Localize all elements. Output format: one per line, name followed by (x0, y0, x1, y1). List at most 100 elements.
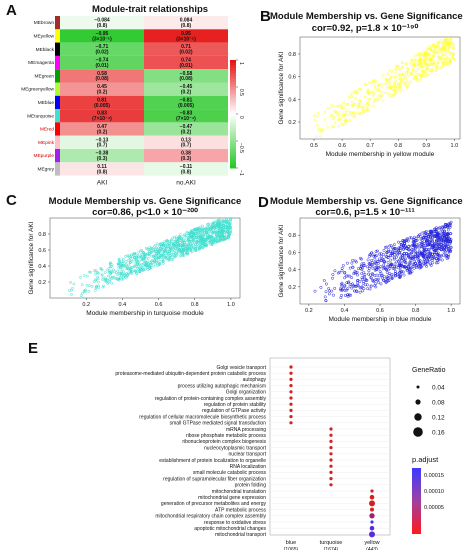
panel-d-point (395, 260, 399, 264)
panel-b-point (419, 75, 423, 79)
colorbar-segment (230, 62, 236, 66)
panel-b-point (417, 67, 421, 71)
panel-d-point (353, 289, 357, 293)
go-term-label: regulation of protein stability (204, 402, 267, 408)
panel-b-point (356, 106, 359, 109)
panel-b-point (443, 46, 447, 50)
panel-c-point (100, 273, 104, 277)
panel-d-point (394, 265, 398, 269)
panel-d-point (392, 256, 396, 260)
panel-label-d: D (258, 194, 269, 211)
panel-b-point (350, 104, 354, 107)
panel-c-point (100, 268, 104, 272)
panel-d-point (429, 263, 433, 267)
panel-b-point (437, 40, 441, 44)
panel-d-point (369, 284, 373, 288)
panel-b-point (445, 39, 449, 42)
panel-b-point (451, 46, 455, 49)
panel-d-point (423, 246, 427, 250)
panel-c-point (106, 282, 110, 285)
panel-d-point (366, 258, 370, 262)
colorbar-segment (230, 100, 236, 104)
panel-b-point (428, 53, 432, 57)
panel-d-point (447, 249, 451, 253)
panel-c-point (140, 248, 144, 252)
panel-d-point (324, 299, 328, 303)
panel-b-point (374, 79, 377, 83)
panel-c-point (138, 259, 141, 263)
panel-c-point (150, 262, 154, 266)
panel-b-point (406, 85, 409, 89)
panel-c-point (187, 240, 190, 243)
panel-b-point (372, 104, 375, 108)
panel-d-point (444, 241, 448, 245)
panel-c-point (122, 270, 125, 274)
panel-b-point (441, 52, 445, 56)
panel-b-point (389, 86, 393, 90)
panel-b-point (353, 103, 357, 106)
panel-d-point (359, 264, 363, 268)
panel-d-point (379, 265, 382, 269)
panel-c-subtitle: cor=0.86, p<1.0 × 10⁻²⁰⁰ (92, 207, 198, 218)
panel-d-point (387, 278, 391, 282)
panel-d-point (430, 232, 434, 236)
panel-c-point (117, 278, 120, 281)
cell-value-noaki: 0.95 (181, 31, 191, 37)
panel-d-point (409, 236, 413, 240)
generatio-legend-dot (414, 413, 422, 421)
go-term-label: mRNA processing (226, 427, 266, 433)
panel-c-point (190, 236, 194, 240)
panel-c-point (87, 284, 91, 287)
module-color-swatch (55, 95, 60, 110)
panel-d-point (387, 273, 391, 277)
panel-c-point (196, 243, 199, 247)
panel-c-point (109, 265, 113, 268)
panel-c-point (124, 264, 128, 268)
panel-b-point (355, 89, 359, 93)
panel-d-point (386, 260, 390, 264)
panel-c-point (158, 262, 162, 266)
module-color-swatch (55, 69, 60, 83)
panel-c-point (182, 237, 185, 241)
colorbar-segment (230, 146, 236, 150)
panel-d-x-tick-label: 1.0 (447, 308, 455, 314)
go-term-label: proteasome-mediated ubiquitin-dependent … (115, 371, 266, 377)
panel-b-point (336, 118, 340, 122)
colorbar-segment (230, 97, 236, 101)
panel-d-point (448, 238, 452, 241)
panel-c-point (174, 239, 178, 243)
panel-d-point (333, 286, 337, 290)
panel-d-point (418, 266, 422, 270)
panel-b-point (387, 82, 391, 86)
panel-b-point (367, 102, 370, 105)
panel-c-point (175, 235, 178, 239)
panel-b-title: Module Membership vs. Gene Significance (270, 11, 463, 22)
heatmap-cell-noaki (144, 109, 228, 123)
panel-d-point (357, 267, 360, 271)
panel-c-x-tick-label: 0.6 (155, 302, 163, 308)
heatmap-cell-aki (60, 29, 144, 43)
panel-b-point (332, 125, 335, 129)
panel-b-point (422, 73, 425, 77)
panel-b-point (354, 112, 358, 116)
panel-b-point (441, 45, 445, 49)
colorbar-segment (230, 124, 236, 128)
panel-b-point (436, 49, 440, 52)
panel-d-point (343, 270, 347, 274)
panel-b-point (431, 54, 435, 57)
cell-value-aki: −0.71 (96, 44, 109, 50)
panel-c-point (158, 253, 162, 257)
panel-c-point (129, 253, 133, 257)
panel-c-point (214, 236, 217, 239)
panel-c-point (89, 270, 92, 274)
panel-d-point (411, 262, 415, 266)
panel-c-point (207, 230, 211, 233)
panel-d-point (363, 283, 367, 287)
go-term-label: establishment of protein localization to… (159, 458, 266, 464)
panel-d-point (372, 279, 375, 283)
panel-d-point (375, 273, 379, 277)
panel-c-point (219, 238, 223, 242)
panel-d-point (351, 258, 355, 262)
panel-d-point (381, 278, 385, 282)
panel-c-point (213, 225, 216, 229)
